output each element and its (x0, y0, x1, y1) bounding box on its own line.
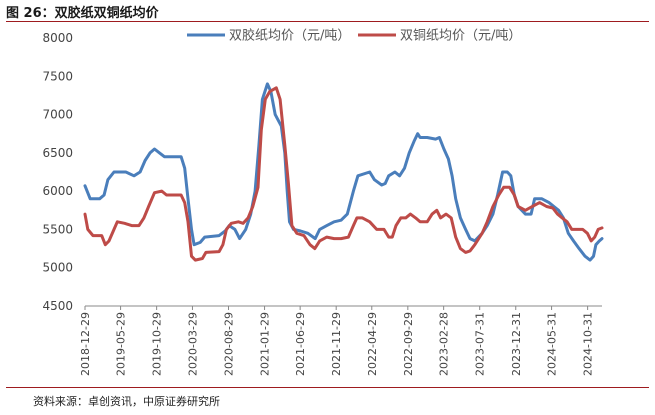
x-tick-label: 2023-12-31 (510, 312, 523, 376)
y-tick-label: 5000 (42, 261, 73, 275)
x-tick-label: 2021-11-29 (330, 312, 343, 376)
bottom-rule (6, 387, 649, 388)
x-tick-label: 2024-10-31 (582, 312, 595, 376)
line-chart: 双胶纸均价（元/吨） 双铜纸均价（元/吨） 4500 5000 5500 6000 65… (42, 28, 604, 376)
x-tick-label: 2022-04-29 (366, 312, 379, 376)
y-tick-label: 6500 (42, 146, 73, 160)
series-line-2 (83, 86, 604, 262)
y-tick-label: 7000 (42, 108, 73, 122)
x-tick-label: 2021-01-29 (259, 312, 272, 376)
legend-label-series2: 双铜纸均价（元/吨） (400, 29, 521, 44)
y-tick-label: 7500 (42, 69, 73, 83)
x-tick-label: 2018-12-29 (79, 312, 92, 376)
source-note: 资料来源：卓创资讯，中原证券研究所 (33, 395, 220, 408)
y-tick-label: 5500 (42, 222, 73, 236)
x-tick-label: 2022-09-29 (402, 312, 415, 376)
x-tick-label: 2019-10-29 (151, 312, 164, 376)
x-tick-label: 2023-02-28 (438, 312, 451, 376)
x-tick-label: 2019-05-29 (115, 312, 128, 376)
figure-title: 图 26：双胶纸双铜纸均价 (6, 6, 159, 21)
x-tick-label: 2024-05-31 (546, 312, 559, 376)
x-tick-label: 2021-06-29 (294, 312, 307, 376)
plot-series (83, 82, 604, 262)
x-axis: 2018-12-29 2019-05-29 2019-10-29 2020-03-29… (79, 305, 602, 376)
series-line-1 (83, 82, 604, 262)
y-tick-label: 8000 (42, 31, 73, 45)
title-rule (6, 21, 649, 22)
x-tick-label: 2023-07-31 (474, 312, 487, 376)
x-tick-label: 2020-08-29 (223, 312, 236, 376)
legend-label-series1: 双胶纸均价（元/吨） (229, 28, 350, 44)
chart-legend: 双胶纸均价（元/吨） 双铜纸均价（元/吨） (187, 28, 521, 44)
y-axis: 4500 5000 5500 6000 6500 7000 7500 8000 (42, 31, 73, 313)
x-tick-label: 2020-03-29 (186, 312, 199, 376)
y-tick-label: 6000 (42, 184, 73, 198)
y-tick-label: 4500 (42, 299, 73, 313)
